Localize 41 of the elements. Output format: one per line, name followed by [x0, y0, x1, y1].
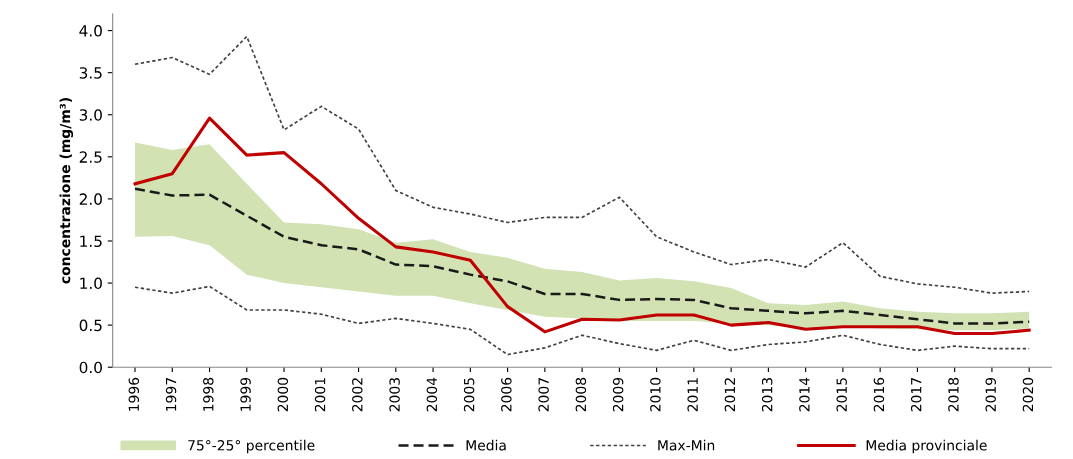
x-tick-label: 2019	[985, 377, 996, 412]
x-tick-label: 2007	[538, 378, 549, 412]
legend-label: 75°-25° percentile	[188, 439, 315, 454]
x-tick-label: 2012	[724, 378, 736, 412]
y-tick-label: 2.5	[79, 151, 102, 163]
x-tick-label: 2014	[799, 377, 810, 412]
y-tick-label: 1.0	[80, 277, 102, 290]
x-tick-label: 1996	[128, 377, 140, 411]
x-tick-label: 2004	[426, 377, 438, 412]
x-tick-label: 2015	[836, 378, 847, 412]
y-tick-label: 3.5	[79, 67, 102, 79]
legend-label: Max-Min	[658, 439, 715, 451]
x-tick-label: 2003	[389, 378, 400, 412]
x-tick-label: 2008	[575, 377, 587, 412]
x-tick-label: 2018	[948, 377, 959, 412]
x-tick-label: 2005	[463, 378, 475, 412]
legend-label: Media provinciale	[866, 439, 987, 454]
line-series	[133, 187, 1031, 325]
x-tick-label: 2002	[352, 378, 363, 412]
x-tick-label: 2006	[501, 377, 512, 412]
x-tick-label: 1997	[165, 378, 177, 411]
y-tick-label: 0.5	[79, 319, 102, 332]
x-tick-label: 2016	[873, 377, 885, 412]
y-tick-label: 0.0	[79, 361, 102, 374]
x-tick-label: 1999	[240, 377, 251, 411]
y-tick-label: 4.0	[79, 25, 102, 37]
x-tick-label: 2010	[650, 377, 661, 412]
y-axis-title: concentrazione (mg/m³)	[59, 98, 74, 284]
x-tick-label: 1998	[203, 377, 214, 411]
x-tick-label: 2013	[761, 378, 773, 412]
x-tick-label: 2011	[687, 378, 698, 412]
x-tick-label: 2009	[612, 377, 624, 412]
y-tick-label: 1.5	[80, 235, 102, 247]
x-tick-label: 2000	[277, 377, 289, 412]
x-tick-label: 2001	[314, 378, 326, 412]
x-tick-label: 2017	[910, 378, 922, 412]
y-tick-label: 2.0	[79, 193, 102, 205]
y-tick-label: 3.0	[79, 109, 102, 121]
line-series	[134, 35, 1031, 294]
x-tick-label: 2020	[1022, 377, 1034, 412]
legend-label: Media	[466, 439, 506, 451]
